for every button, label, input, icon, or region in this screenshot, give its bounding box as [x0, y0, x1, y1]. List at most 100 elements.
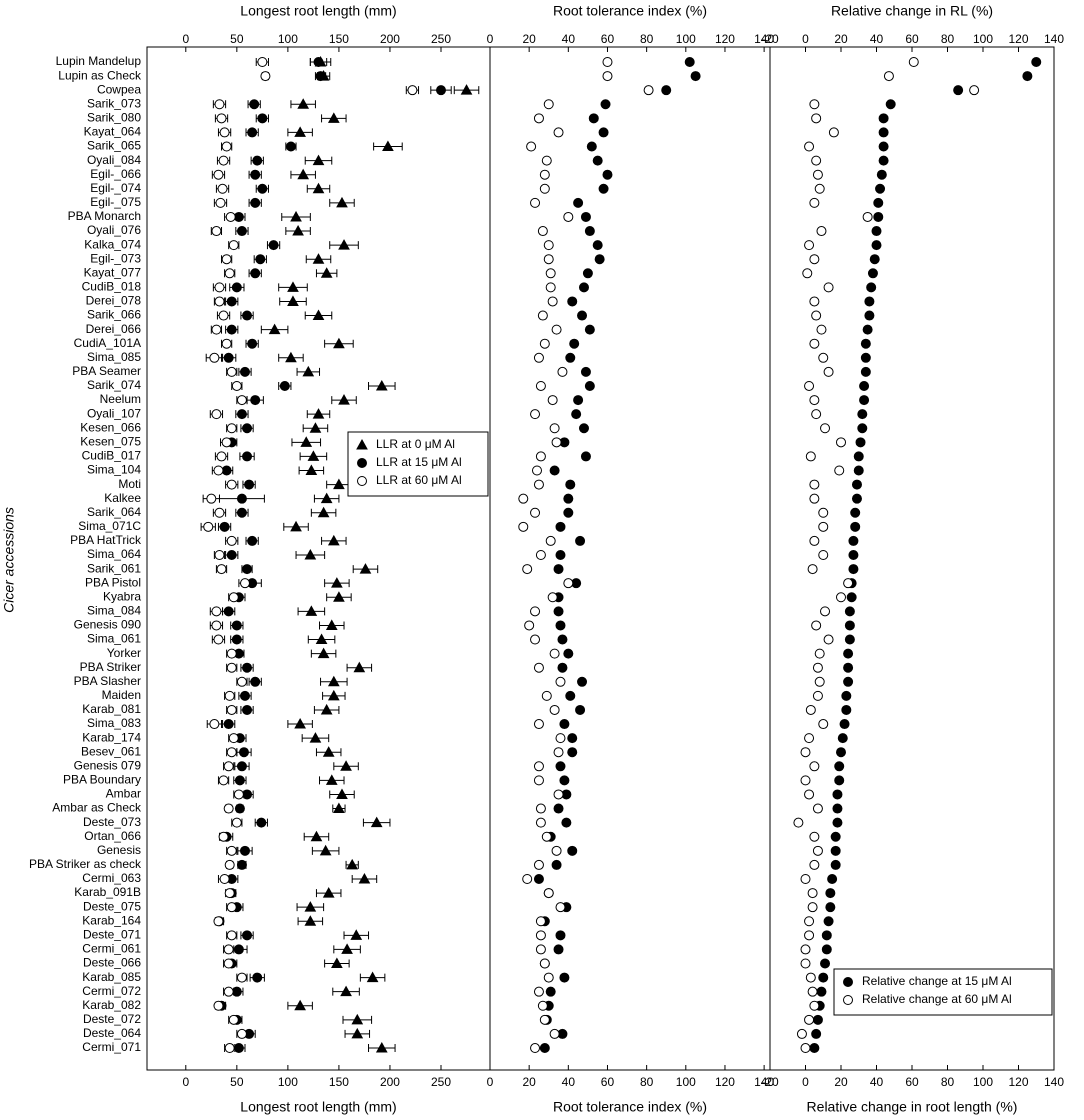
- data-point: [224, 1043, 235, 1054]
- data-point: [805, 704, 816, 715]
- x-tick-label: 140: [1044, 1075, 1064, 1089]
- data-point: [327, 689, 340, 701]
- data-point: [238, 747, 249, 758]
- category-label: Cowpea: [97, 82, 141, 96]
- legend-label: Relative change at 15 μM Al: [862, 974, 1012, 988]
- data-point: [249, 99, 260, 110]
- data-point: [555, 733, 566, 744]
- data-point: [213, 1000, 224, 1011]
- data-point: [206, 493, 217, 504]
- category-label: Sarik_064: [87, 505, 141, 519]
- category-label: Ambar: [106, 787, 141, 801]
- data-point: [553, 803, 564, 814]
- data-point: [543, 99, 554, 110]
- data-point: [800, 1043, 811, 1054]
- data-point: [549, 465, 560, 476]
- data-point: [867, 268, 878, 279]
- data-point: [302, 365, 315, 377]
- data-point: [567, 845, 578, 856]
- x-tick-label: 250: [431, 32, 451, 46]
- data-point: [830, 845, 841, 856]
- data-point: [213, 916, 224, 927]
- data-point: [319, 844, 332, 856]
- data-point: [834, 465, 845, 476]
- category-label: Sarik_080: [87, 111, 141, 125]
- data-point: [543, 254, 554, 265]
- category-label: Cermi_061: [82, 942, 141, 956]
- data-point: [333, 802, 345, 814]
- data-point: [800, 775, 811, 786]
- data-point: [812, 169, 823, 180]
- x-tick-label: 100: [973, 32, 993, 46]
- data-point: [533, 859, 544, 870]
- data-point: [375, 1041, 388, 1053]
- x-tick-label: 100: [676, 32, 696, 46]
- data-point: [285, 141, 296, 152]
- data-point: [317, 647, 330, 659]
- x-tick-label: 140: [754, 32, 774, 46]
- category-label: Karab_174: [82, 730, 141, 744]
- data-point: [827, 873, 838, 884]
- data-point: [836, 747, 846, 758]
- category-label: Kalkee: [104, 491, 141, 505]
- data-point: [353, 661, 366, 673]
- data-point: [549, 648, 560, 659]
- data-point: [530, 606, 541, 617]
- data-point: [811, 409, 822, 420]
- data-point: [203, 521, 214, 532]
- data-point: [351, 1027, 364, 1039]
- data-point: [236, 226, 247, 237]
- data-point: [250, 676, 261, 687]
- x-tick-label: 200: [380, 1075, 400, 1089]
- data-point: [804, 733, 815, 744]
- data-point: [247, 338, 258, 349]
- data-point: [309, 732, 322, 743]
- data-point: [333, 478, 345, 490]
- x-tick-label: 20: [522, 32, 536, 46]
- data-point: [843, 676, 854, 687]
- category-label: Kesen_066: [80, 420, 141, 434]
- legend-marker: [357, 476, 367, 486]
- data-point: [559, 775, 570, 786]
- category-label: Deste_073: [83, 815, 141, 829]
- data-point: [526, 141, 537, 152]
- data-point: [553, 564, 564, 575]
- data-point: [223, 803, 234, 814]
- data-point: [555, 620, 566, 631]
- top-axis-label: Root tolerance index (%): [553, 3, 707, 19]
- data-point: [214, 550, 225, 561]
- data-point: [340, 760, 352, 771]
- category-label: Sarik_074: [87, 378, 141, 392]
- legend-box: [833, 968, 1053, 1016]
- data-point: [804, 916, 815, 927]
- data-point: [567, 296, 578, 307]
- data-point: [310, 830, 323, 842]
- data-point: [224, 888, 235, 899]
- data-point: [533, 775, 544, 786]
- data-point: [843, 578, 854, 589]
- data-point: [793, 817, 804, 828]
- category-label: PBA Striker as check: [29, 857, 142, 871]
- data-point: [855, 437, 866, 448]
- data-point: [832, 789, 843, 800]
- data-point: [543, 240, 554, 251]
- data-point: [804, 930, 815, 941]
- data-point: [268, 240, 279, 251]
- x-tick-label: 0: [802, 1075, 809, 1089]
- category-label: Sima_085: [87, 350, 141, 364]
- data-point: [584, 324, 595, 335]
- data-point: [233, 1043, 244, 1054]
- data-point: [336, 788, 348, 799]
- data-point: [214, 282, 225, 293]
- data-point: [290, 520, 302, 532]
- data-point: [236, 1028, 247, 1039]
- data-point: [878, 155, 889, 166]
- data-point: [809, 296, 820, 307]
- data-point: [816, 324, 827, 335]
- category-label: Karab_081: [82, 702, 141, 716]
- x-tick-label: 0: [487, 32, 494, 46]
- data-point: [247, 535, 258, 546]
- data-point: [312, 309, 325, 321]
- x-tick-label: 40: [562, 32, 576, 46]
- data-point: [535, 916, 546, 927]
